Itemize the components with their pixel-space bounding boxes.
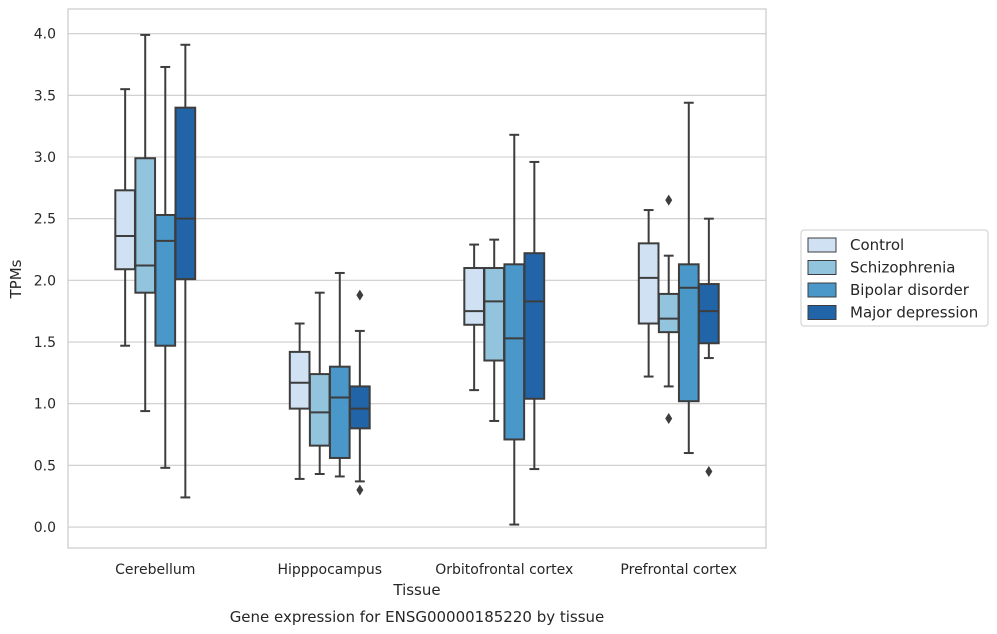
x-tick-labels: Cerebellum Hipppocampus Orbitofrontal cort… xyxy=(115,562,737,578)
legend: Control Schizophrenia Bipolar disorder Majo… xyxy=(800,229,989,327)
box-body xyxy=(503,263,526,441)
box-control xyxy=(637,209,660,378)
legend-swatch xyxy=(807,305,837,320)
x-tick-label: Hipppocampus xyxy=(277,562,382,578)
box-body xyxy=(288,350,311,410)
legend-label: Schizophrenia xyxy=(850,259,955,277)
legend-swatch xyxy=(807,237,837,253)
box-body xyxy=(637,242,660,325)
box-major-depression xyxy=(349,289,371,496)
y-tick-label: 3.5 xyxy=(34,88,56,104)
box-body xyxy=(174,106,197,281)
box-schizophrenia xyxy=(134,33,157,413)
plot-frame xyxy=(67,8,767,549)
box-body xyxy=(677,263,700,403)
box-schizophrenia xyxy=(657,194,680,424)
box-body xyxy=(114,189,136,271)
box-bipolar-disorder xyxy=(154,65,177,469)
box-body xyxy=(463,267,485,326)
outlier-marker xyxy=(705,466,713,478)
outlier-marker xyxy=(665,412,673,424)
box-body xyxy=(483,267,506,362)
outlier-marker xyxy=(356,289,364,301)
box-body xyxy=(154,213,177,347)
box-body xyxy=(308,373,331,447)
x-tick-label: Orbitofrontal cortex xyxy=(435,562,573,578)
box-body xyxy=(523,252,546,400)
legend-swatch xyxy=(807,260,837,275)
x-axis-label: Tissue xyxy=(392,581,440,599)
y-tick-label: 2.5 xyxy=(34,212,56,228)
y-tick-label: 4.0 xyxy=(34,27,56,43)
legend-swatch xyxy=(807,282,837,298)
outlier-marker xyxy=(665,194,673,206)
x-tick-label: Prefrontal cortex xyxy=(620,562,737,578)
box-body xyxy=(698,283,720,345)
box-schizophrenia xyxy=(308,291,331,475)
legend-frame xyxy=(800,229,989,327)
box-body xyxy=(134,157,157,294)
outlier-marker xyxy=(356,484,364,496)
box-control xyxy=(288,322,311,480)
box-schizophrenia xyxy=(483,238,506,422)
y-tick-labels: 0.0 0.5 1.0 1.5 2.0 2.5 3.0 3.5 4.0 xyxy=(34,27,56,536)
y-tick-label: 1.5 xyxy=(34,335,56,351)
box-major-depression xyxy=(174,43,197,499)
box-body xyxy=(349,385,371,430)
box-major-depression xyxy=(698,217,720,478)
box-major-depression xyxy=(523,160,546,471)
box-bipolar-disorder xyxy=(503,133,526,526)
legend-label: Major depression xyxy=(850,304,978,322)
box-body xyxy=(657,292,680,334)
box-bipolar-disorder xyxy=(328,271,351,478)
boxes xyxy=(114,33,720,526)
chart-title: Gene expression for ENSG00000185220 by t… xyxy=(230,608,605,626)
box-control xyxy=(114,88,136,347)
y-axis-label: TPMs xyxy=(7,259,25,299)
box-control xyxy=(463,243,485,392)
x-tick-label: Cerebellum xyxy=(115,562,195,578)
y-tick-label: 2.0 xyxy=(34,273,56,289)
y-tick-label: 1.0 xyxy=(34,397,56,413)
legend-label: Control xyxy=(850,236,904,254)
y-tick-label: 0.5 xyxy=(34,458,56,474)
y-tick-label: 3.0 xyxy=(34,150,56,166)
legend-label: Bipolar disorder xyxy=(850,281,970,299)
y-tick-label: 0.0 xyxy=(34,520,56,536)
box-body xyxy=(328,365,351,459)
box-bipolar-disorder xyxy=(677,101,700,455)
